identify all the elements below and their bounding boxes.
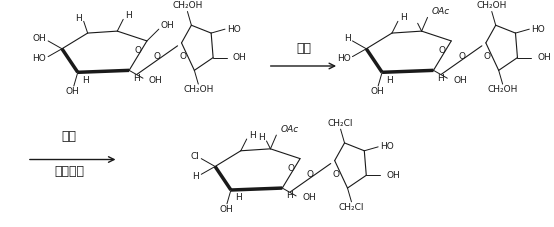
Text: HO: HO [337,54,351,63]
Text: O: O [458,52,465,61]
Text: OH: OH [233,53,247,62]
Text: CH₂Cl: CH₂Cl [338,203,364,212]
Text: H: H [258,133,264,142]
Text: H: H [343,35,351,43]
Text: CH₂OH: CH₂OH [183,86,213,94]
Text: OH: OH [149,76,163,85]
Text: OH: OH [386,171,400,180]
Text: H: H [400,13,407,22]
Text: O: O [439,46,446,55]
Text: HO: HO [380,142,394,151]
Text: O: O [484,52,491,61]
Text: H: H [125,11,132,20]
Text: O: O [135,46,141,55]
Text: OH: OH [66,87,80,96]
Text: OAc: OAc [280,125,299,134]
Text: O: O [154,52,161,61]
Text: 酵化: 酵化 [296,42,311,55]
Text: 氯化: 氯化 [61,130,76,143]
Text: OH: OH [32,35,46,43]
Text: HO: HO [32,54,46,63]
Text: H: H [249,131,255,140]
Text: 分离纯化: 分离纯化 [54,165,84,178]
Text: OH: OH [370,87,384,96]
Text: CH₂OH: CH₂OH [488,86,518,94]
Text: OAc: OAc [432,7,450,16]
Text: H: H [235,193,242,202]
Text: OH: OH [537,53,551,62]
Text: O: O [288,164,295,173]
Text: CH₂OH: CH₂OH [476,1,507,10]
Text: CH₂Cl: CH₂Cl [328,119,353,128]
Text: CH₂OH: CH₂OH [172,1,203,10]
Text: H: H [386,76,393,85]
Text: O: O [332,170,340,179]
Text: OH: OH [161,21,175,30]
Text: HO: HO [531,25,545,34]
Text: OH: OH [219,205,233,214]
Text: H: H [286,191,293,200]
Text: H: H [82,76,89,85]
Text: O: O [307,170,314,179]
Text: H: H [438,74,444,83]
Text: HO: HO [227,25,240,34]
Text: Cl: Cl [191,152,199,161]
Text: H: H [193,172,199,181]
Text: OH: OH [302,193,316,202]
Text: H: H [133,74,140,83]
Text: H: H [75,14,82,23]
Text: OH: OH [453,76,467,85]
Text: O: O [179,52,187,61]
